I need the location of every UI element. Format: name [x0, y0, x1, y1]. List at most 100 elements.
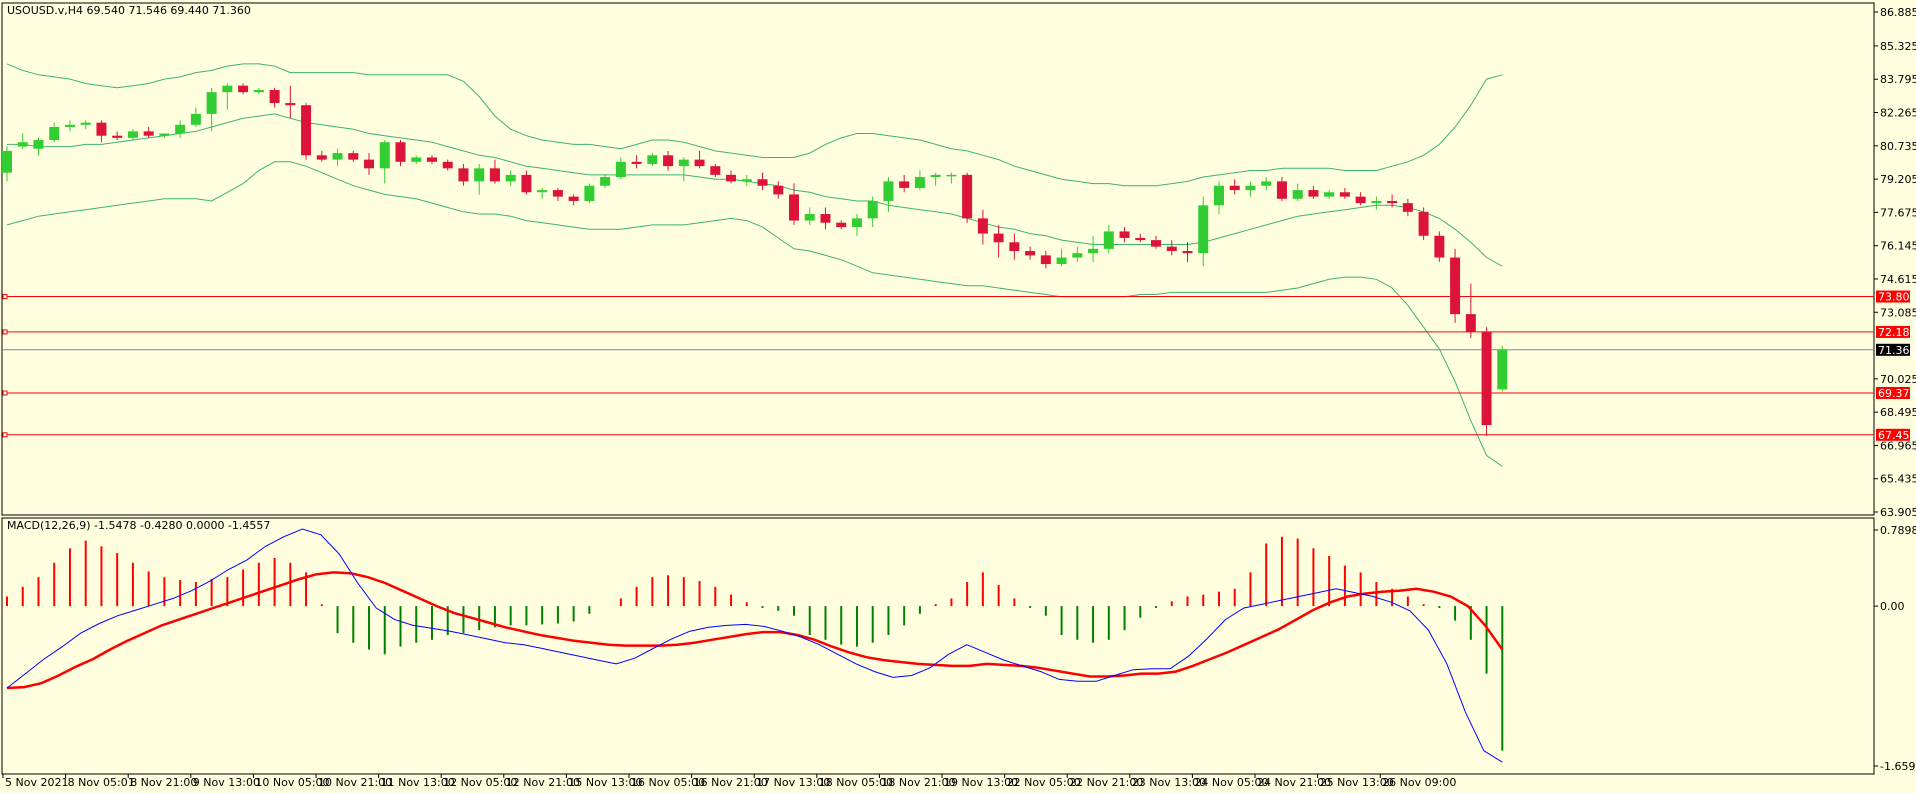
- time-tick-label: 12 Nov 05:00: [443, 776, 517, 789]
- candle-body: [615, 161, 626, 178]
- candle-body: [159, 133, 170, 136]
- candle-body: [521, 174, 532, 193]
- candle: [1402, 198, 1413, 217]
- candle-body: [1088, 248, 1099, 254]
- candle: [1182, 242, 1193, 262]
- candle-body: [899, 181, 910, 188]
- candle-body: [96, 122, 107, 136]
- time-tick-label: 15 Nov 13:00: [568, 776, 642, 789]
- candle-body: [1292, 190, 1303, 199]
- horizontal-levels[interactable]: 73.807 72.181 69.374 67.453: [2, 290, 1916, 442]
- candle-body: [505, 174, 516, 182]
- candle: [348, 150, 359, 162]
- candle: [1198, 196, 1209, 267]
- bb-upper-line: [6, 63, 1503, 187]
- candle: [962, 172, 973, 223]
- candle-body: [379, 142, 390, 169]
- candle-body: [127, 131, 138, 138]
- candle: [1387, 194, 1398, 208]
- price-tick-label: 82.265: [1880, 107, 1916, 120]
- macd-pane[interactable]: MACD(12,26,9) -1.5478 -0.4280 0.0000 -1.…: [1, 517, 1875, 775]
- macd-pane-frame: [1, 517, 1875, 775]
- candle: [1025, 246, 1036, 260]
- candle: [663, 150, 674, 171]
- candle: [206, 87, 217, 132]
- candle: [977, 209, 988, 245]
- candle-body: [568, 196, 579, 201]
- candle-body: [442, 161, 453, 169]
- candle: [615, 157, 626, 180]
- candle: [914, 170, 925, 191]
- candle-body: [301, 105, 312, 156]
- macd-lines: [6, 528, 1504, 763]
- candle: [190, 107, 201, 127]
- candle: [364, 153, 375, 175]
- candle: [631, 155, 642, 169]
- price-tick-label: 77.675: [1880, 206, 1916, 219]
- candle-body: [1040, 255, 1051, 265]
- candle: [80, 120, 91, 130]
- candle-body: [1182, 251, 1193, 254]
- candle: [143, 126, 154, 138]
- candle: [1135, 233, 1146, 243]
- candle-body: [285, 103, 296, 106]
- candle: [1292, 183, 1303, 201]
- candle-body: [1481, 331, 1492, 426]
- candle-body: [584, 185, 595, 201]
- candle-body: [694, 159, 705, 167]
- price-tick-label: 63.905: [1880, 506, 1916, 519]
- candle: [1009, 233, 1020, 260]
- candle-body: [836, 222, 847, 228]
- candle-body: [1387, 200, 1398, 204]
- candle: [568, 194, 579, 206]
- level-anchor-handle: [2, 390, 8, 396]
- candle: [552, 187, 563, 201]
- candle-body: [395, 142, 406, 162]
- candle: [159, 133, 170, 138]
- candle-body: [663, 155, 674, 167]
- candle: [1371, 196, 1382, 210]
- candle-body: [962, 174, 973, 219]
- time-tick-label: 10 Nov 05:00: [255, 776, 329, 789]
- candle: [1103, 224, 1114, 254]
- candle-body: [1371, 200, 1382, 204]
- macd-tick-label: 0.00: [1880, 600, 1905, 613]
- candle-body: [757, 179, 768, 186]
- candle-body: [914, 177, 925, 188]
- candle: [112, 131, 123, 141]
- candle-body: [1103, 231, 1114, 249]
- candle-body: [206, 92, 217, 114]
- time-tick-label: 11 Nov 13:00: [381, 776, 455, 789]
- level-price-label: 72.181: [1878, 326, 1916, 339]
- time-tick-label: 18 Nov 21:00: [881, 776, 955, 789]
- time-tick-label: 25 Nov 13:00: [1320, 776, 1394, 789]
- candle: [1245, 181, 1256, 197]
- candle: [238, 83, 249, 95]
- candle: [1261, 177, 1272, 191]
- candle-body: [253, 90, 264, 93]
- price-tick-label: 79.205: [1880, 173, 1916, 186]
- candle: [1151, 235, 1162, 249]
- candle: [757, 172, 768, 191]
- candle-body: [1355, 196, 1366, 204]
- price-tick-label: 73.085: [1880, 306, 1916, 319]
- candle: [1418, 207, 1429, 241]
- candle-body: [426, 157, 437, 162]
- time-tick-label: 26 Nov 09:00: [1382, 776, 1456, 789]
- level-anchor-handle: [2, 329, 8, 335]
- candle-body: [1072, 253, 1083, 258]
- candle-body: [1151, 240, 1162, 247]
- macd-main-line: [6, 528, 1503, 763]
- price-tick-label: 74.615: [1880, 273, 1916, 286]
- level-price-tag: [1876, 428, 1910, 441]
- bid-price-label: 71.360: [1878, 344, 1916, 357]
- candle: [2, 146, 12, 182]
- candle-body: [741, 179, 752, 182]
- level-price-label: 67.453: [1878, 429, 1916, 442]
- candle: [694, 150, 705, 169]
- candle: [316, 150, 327, 162]
- candle-body: [1025, 251, 1036, 256]
- macd-header: MACD(12,26,9) -1.5478 -0.4280 0.0000 -1.…: [7, 519, 270, 532]
- price-pane[interactable]: USOUSD.v,H4 69.540 71.546 69.440 71.360 …: [1, 2, 1916, 516]
